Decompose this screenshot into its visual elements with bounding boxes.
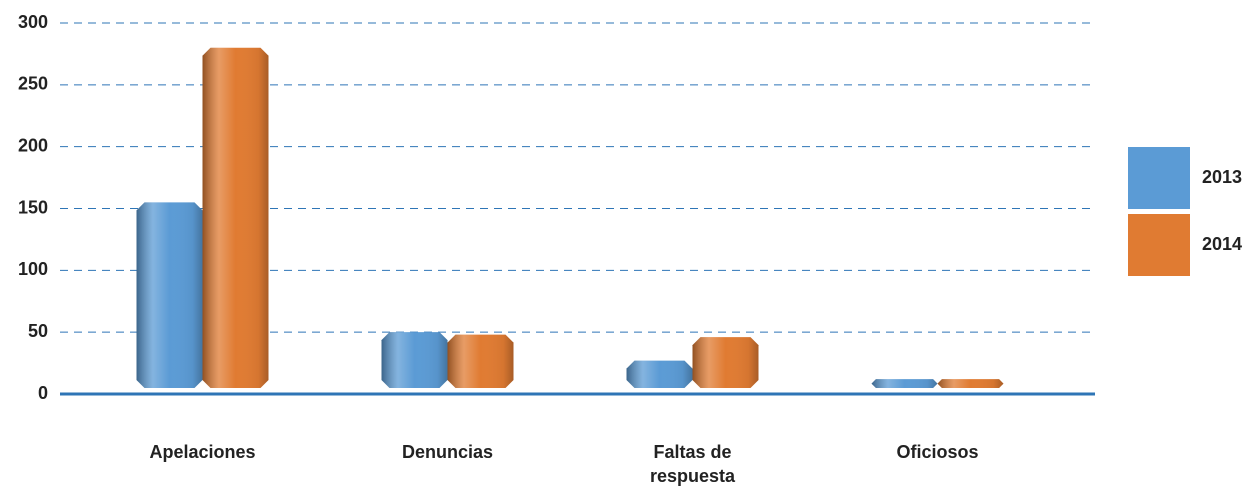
legend-label: 2013 — [1202, 167, 1242, 187]
legend-label: 2014 — [1202, 234, 1242, 254]
bar-shade — [136, 202, 203, 388]
legend-swatch — [1128, 147, 1190, 209]
x-tick-label: Oficiosos — [896, 442, 979, 462]
x-tick-label: Faltas de respuesta — [649, 442, 736, 486]
bar-shade — [692, 337, 759, 388]
bar-shade — [626, 360, 693, 388]
legend-swatch — [1128, 214, 1190, 276]
x-tick-label: Denuncias — [401, 442, 494, 462]
y-tick-label: 250 — [18, 74, 48, 94]
bar-shade — [937, 379, 1004, 388]
y-tick-label: 0 — [38, 383, 48, 403]
bar-shade — [381, 332, 448, 388]
y-tick-label: 200 — [18, 135, 48, 155]
bar-shade — [871, 379, 938, 388]
x-tick-label: Apelaciones — [149, 442, 256, 462]
y-tick-label: 50 — [28, 321, 48, 341]
y-tick-label: 150 — [18, 197, 48, 217]
bar-shade — [447, 334, 514, 388]
y-tick-label: 100 — [18, 259, 48, 279]
y-tick-label: 300 — [18, 12, 48, 32]
bar-shade — [202, 47, 269, 388]
